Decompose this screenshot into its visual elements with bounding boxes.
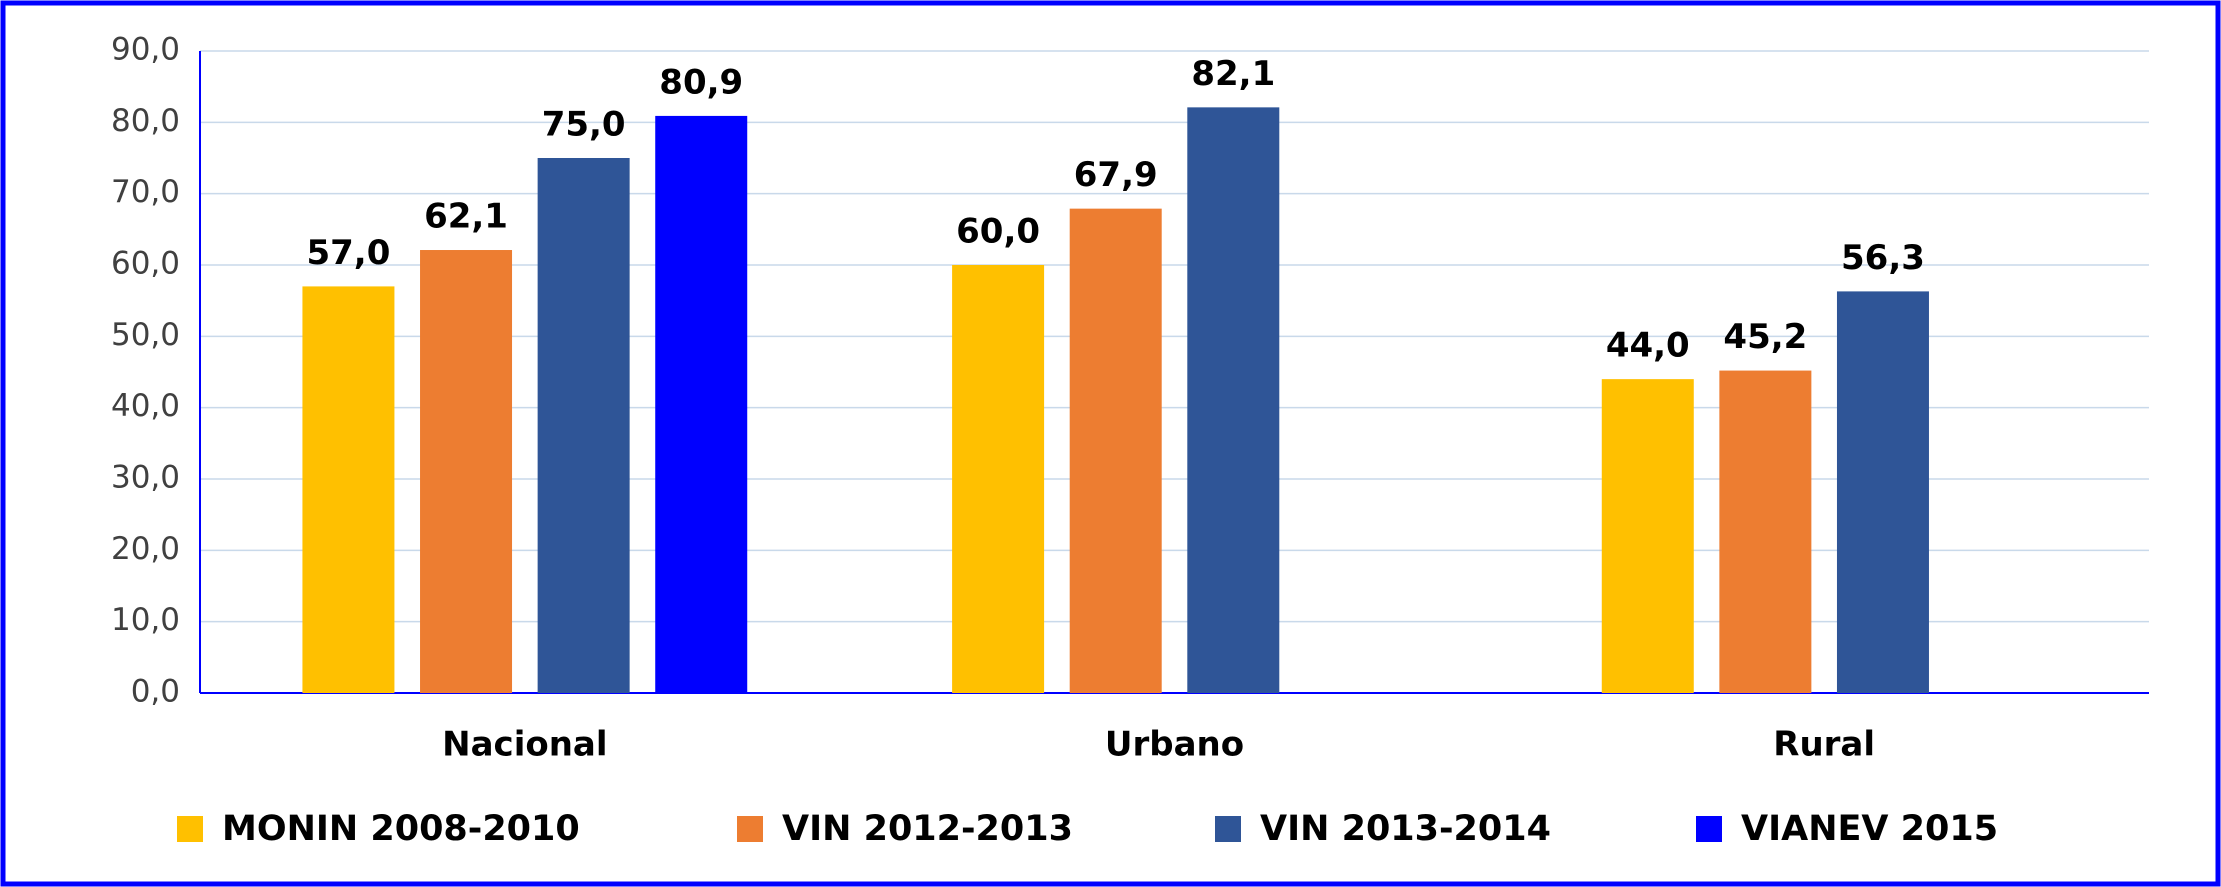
bar [302, 286, 395, 693]
data-label: 45,2 [1723, 317, 1807, 357]
y-tick-label: 40,0 [111, 388, 180, 424]
bar [1069, 208, 1162, 693]
x-tick-label: Nacional [442, 725, 607, 765]
y-tick-label: 90,0 [111, 32, 180, 68]
data-label: 82,1 [1191, 54, 1275, 94]
legend-swatch [737, 816, 763, 842]
x-tick-label: Rural [1773, 725, 1875, 765]
legend-label: MONIN 2008-2010 [222, 809, 580, 849]
legend-label: VIN 2012-2013 [782, 809, 1073, 849]
y-tick-label: 80,0 [111, 103, 180, 139]
bar [1836, 291, 1929, 693]
legend-label: VIN 2013-2014 [1260, 809, 1551, 849]
bar [952, 265, 1045, 693]
y-tick-label: 20,0 [111, 531, 180, 567]
y-tick-label: 10,0 [111, 602, 180, 638]
data-label: 62,1 [424, 197, 508, 237]
y-tick-label: 0,0 [131, 674, 180, 710]
bar [1719, 370, 1812, 693]
y-tick-label: 60,0 [111, 246, 180, 282]
data-label: 75,0 [542, 105, 626, 145]
legend-label: VIANEV 2015 [1741, 809, 1998, 849]
bar [537, 158, 630, 693]
bar [1187, 107, 1280, 693]
data-label: 67,9 [1074, 155, 1158, 195]
data-label: 56,3 [1841, 238, 1925, 278]
x-tick-label: Urbano [1105, 725, 1244, 765]
legend-swatch [1215, 816, 1241, 842]
bar [1601, 379, 1694, 693]
legend-swatch [177, 816, 203, 842]
data-label: 57,0 [306, 233, 390, 273]
data-label: 60,0 [956, 212, 1040, 252]
data-label: 80,9 [659, 62, 743, 102]
y-tick-label: 30,0 [111, 460, 180, 496]
legend-swatch [1696, 816, 1722, 842]
data-label: 44,0 [1606, 326, 1690, 366]
y-tick-label: 70,0 [111, 174, 180, 210]
bar [655, 115, 748, 693]
bar [420, 250, 513, 693]
y-tick-label: 50,0 [111, 317, 180, 353]
